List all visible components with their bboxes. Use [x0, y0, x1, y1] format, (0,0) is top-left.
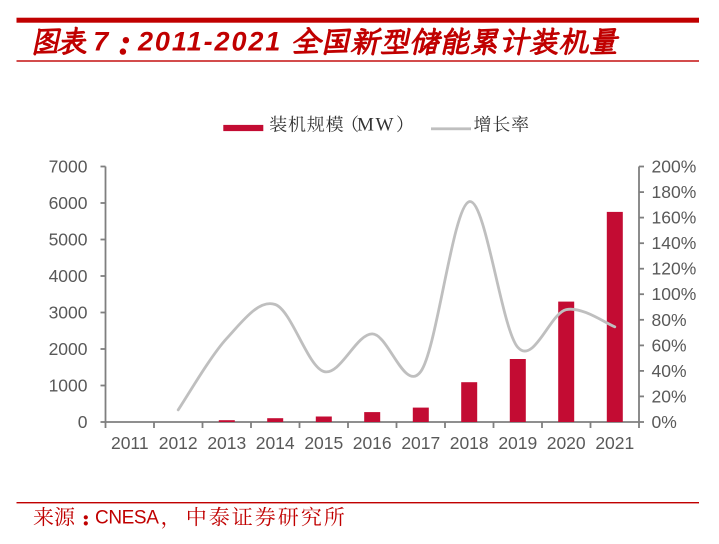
- svg-text:140%: 140%: [652, 233, 697, 253]
- svg-text:0: 0: [78, 412, 88, 432]
- svg-text:7: 7: [93, 27, 110, 57]
- svg-text:2020: 2020: [547, 433, 586, 453]
- svg-text:M: M: [357, 115, 374, 136]
- svg-text:4000: 4000: [49, 266, 88, 286]
- svg-text:200%: 200%: [652, 157, 697, 177]
- svg-text:2014: 2014: [256, 433, 295, 453]
- svg-text:2021: 2021: [595, 433, 634, 453]
- svg-text:2000: 2000: [49, 339, 88, 359]
- svg-text:7000: 7000: [49, 157, 88, 177]
- svg-text:2018: 2018: [450, 433, 489, 453]
- svg-text:2017: 2017: [401, 433, 440, 453]
- svg-text:2011: 2011: [111, 433, 149, 453]
- svg-text:W: W: [376, 115, 394, 136]
- svg-text:100%: 100%: [652, 284, 697, 304]
- svg-text:2012: 2012: [159, 433, 198, 453]
- svg-text:20%: 20%: [652, 386, 687, 406]
- svg-text:160%: 160%: [652, 208, 697, 228]
- svg-text:1000: 1000: [49, 376, 88, 396]
- svg-text:2015: 2015: [304, 433, 343, 453]
- svg-text:6000: 6000: [49, 193, 88, 213]
- svg-text:5000: 5000: [49, 230, 88, 250]
- svg-text:2016: 2016: [353, 433, 392, 453]
- svg-text:2019: 2019: [498, 433, 537, 453]
- svg-text:2013: 2013: [207, 433, 246, 453]
- svg-text:0%: 0%: [652, 412, 677, 432]
- svg-text:60%: 60%: [652, 335, 687, 355]
- svg-text:80%: 80%: [652, 310, 687, 330]
- svg-text:CNESA: CNESA: [95, 508, 159, 529]
- svg-text:120%: 120%: [652, 259, 697, 279]
- svg-text:2011-2021: 2011-2021: [137, 27, 282, 57]
- svg-text:3000: 3000: [49, 303, 88, 323]
- svg-text:40%: 40%: [652, 361, 687, 381]
- svg-text:180%: 180%: [652, 182, 697, 202]
